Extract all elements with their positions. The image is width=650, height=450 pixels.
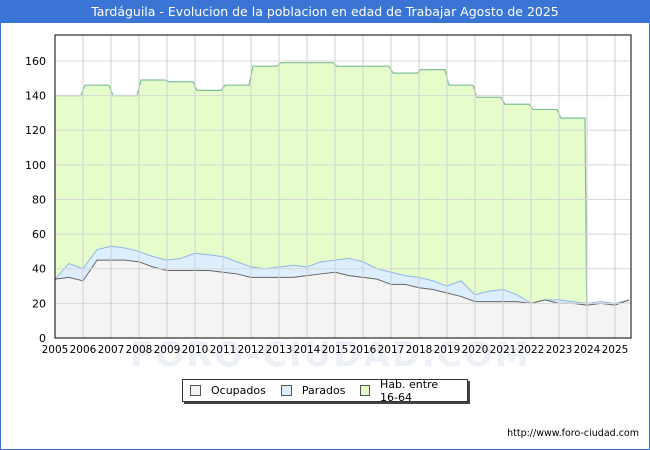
- x-tick-label: 2011: [210, 344, 237, 356]
- x-tick-label: 2014: [294, 344, 321, 356]
- hab-line: [55, 62, 588, 339]
- x-tick-label: 2005: [42, 344, 69, 356]
- x-tick-label: 2007: [98, 344, 125, 356]
- y-tick-label: 20: [32, 297, 46, 310]
- x-tick-label: 2012: [238, 344, 265, 356]
- chart-title: Tardáguila - Evolucion de la poblacion e…: [0, 0, 650, 23]
- x-tick-label: 2018: [406, 344, 433, 356]
- y-tick-label: 60: [32, 228, 46, 241]
- legend-swatch-ocupados: [190, 385, 201, 396]
- x-tick-label: 2021: [490, 344, 517, 356]
- x-tick-label: 2022: [518, 344, 545, 356]
- x-tick-label: 2024: [574, 344, 601, 356]
- y-tick-label: 40: [32, 263, 46, 276]
- x-tick-label: 2020: [462, 344, 489, 356]
- x-tick-label: 2013: [266, 344, 293, 356]
- chart-legend: Ocupados Parados Hab. entre 16-64: [182, 378, 468, 404]
- x-tick-label: 2023: [546, 344, 573, 356]
- legend-swatch-parados: [280, 385, 292, 396]
- legend-swatch-hab: [360, 385, 371, 396]
- watermark: FORO-CIUDAD.COM: [130, 335, 531, 375]
- x-tick-label: 2008: [126, 344, 153, 356]
- legend-item-ocupados: Ocupados: [190, 384, 266, 397]
- x-tick-label: 2017: [378, 344, 405, 356]
- x-tick-label: 2009: [154, 344, 181, 356]
- ocupados-line: [54, 259, 630, 306]
- ocupados-area: [55, 260, 629, 338]
- y-tick-label: 120: [25, 124, 46, 137]
- x-tick-label: 2006: [70, 344, 97, 356]
- x-tick-label: 2015: [322, 344, 349, 356]
- x-tick-label: 2019: [434, 344, 461, 356]
- legend-item-hab: Hab. entre 16-64: [360, 378, 459, 404]
- x-tick-label: 2010: [182, 344, 209, 356]
- x-tick-label: 2016: [350, 344, 377, 356]
- y-tick-label: 0: [39, 332, 46, 345]
- plot-border: [54, 34, 632, 339]
- y-tick-label: 160: [25, 55, 46, 68]
- y-tick-label: 100: [25, 159, 46, 172]
- legend-label-ocupados: Ocupados: [211, 384, 266, 397]
- source-url: http://www.foro-ciudad.com: [507, 428, 639, 439]
- x-tick-label: 2025: [602, 344, 629, 356]
- y-tick-label: 140: [25, 90, 46, 103]
- legend-label-parados: Parados: [301, 384, 346, 397]
- legend-item-parados: Parados: [280, 384, 346, 397]
- y-tick-label: 80: [32, 193, 46, 206]
- legend-label-hab: Hab. entre 16-64: [380, 377, 439, 404]
